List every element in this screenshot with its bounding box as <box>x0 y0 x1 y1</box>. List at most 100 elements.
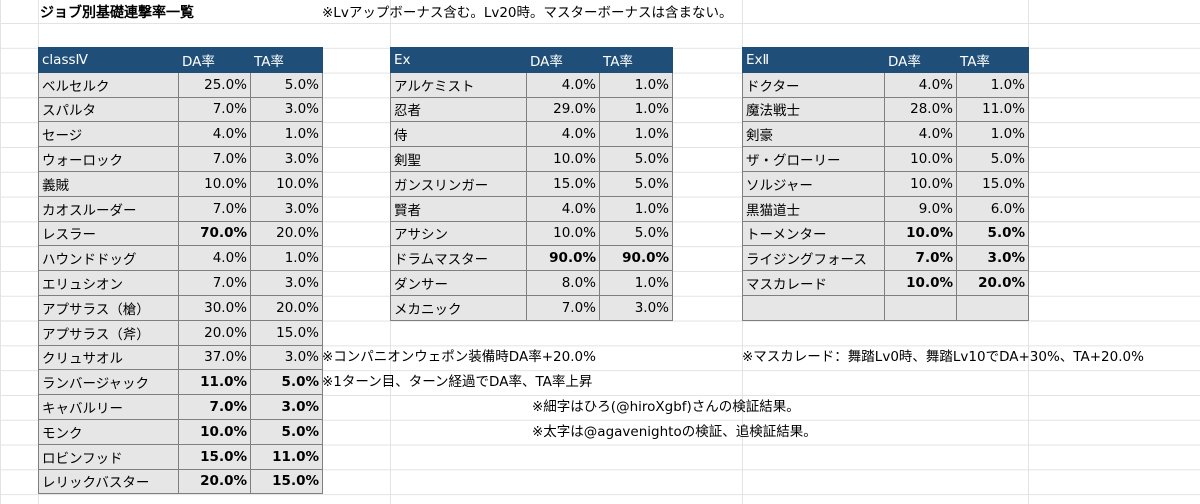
ta-rate-cell: 3.0% <box>250 146 323 172</box>
ta-rate-cell: 1.0% <box>599 121 673 148</box>
da-rate-cell: 4.0% <box>884 121 957 148</box>
da-rate-cell: 25.0% <box>178 71 251 98</box>
header-note: ※Lvアップボーナス含む。Lv20時。マスターボーナスは含まない。 <box>322 5 733 21</box>
da-rate-cell: 20.0% <box>178 468 251 495</box>
da-rate-cell: 4.0% <box>884 71 957 98</box>
table-row: ベルセルク 25.0% 5.0% <box>38 71 323 98</box>
ta-rate-cell: 11.0% <box>956 96 1029 123</box>
table-row: メカニック 7.0% 3.0% <box>390 294 673 321</box>
ta-rate-cell: 5.0% <box>599 146 673 172</box>
da-rate-cell: 10.0% <box>526 220 600 247</box>
table-row: 忍者 29.0% 1.0% <box>390 96 673 123</box>
turn-note: ※1ターン目、ターン経過でDA率、TA率上昇 <box>322 374 593 390</box>
da-rate-cell: 4.0% <box>178 121 251 148</box>
table-row: マスカレード 10.0% 20.0% <box>742 270 1029 296</box>
ta-rate-cell: 3.0% <box>250 270 323 296</box>
column-gridline <box>1028 0 1029 504</box>
da-rate-cell: 10.0% <box>884 270 957 296</box>
table-row: アサシン 10.0% 5.0% <box>390 220 673 247</box>
da-rate-cell: 20.0% <box>178 319 251 346</box>
table-row: キャバルリー 7.0% 3.0% <box>38 394 323 420</box>
ta-rate-cell: 11.0% <box>250 443 323 470</box>
ta-rate-cell: 5.0% <box>250 418 323 445</box>
ta-rate-cell: 3.0% <box>250 96 323 123</box>
table-row: 魔法戦士 28.0% 11.0% <box>742 96 1029 123</box>
ta-rate-cell: 3.0% <box>956 245 1029 272</box>
job-name-cell: ライジングフォース <box>742 245 885 272</box>
ta-rate-cell: 15.0% <box>250 319 323 346</box>
table-row: ガンスリンガー 15.0% 5.0% <box>390 170 673 197</box>
ta-rate-cell: 1.0% <box>599 96 673 123</box>
job-name-cell: キャバルリー <box>38 394 179 420</box>
ta-rate-cell: 5.0% <box>956 220 1029 247</box>
ta-rate-cell: 15.0% <box>250 468 323 495</box>
job-name-cell: クリュサオル <box>38 344 179 371</box>
job-name-cell: セージ <box>38 121 179 148</box>
table-row <box>742 294 1029 321</box>
ta-rate-cell: 5.0% <box>250 369 323 396</box>
da-rate-cell: 4.0% <box>526 195 600 222</box>
header-row: classⅣ DA率 TA率 <box>38 47 323 73</box>
companion-note: ※コンパニオンウェポン装備時DA率+20.0% <box>322 349 596 365</box>
table-row: レリックバスター 20.0% 15.0% <box>38 468 323 495</box>
da-rate-cell: 10.0% <box>884 170 957 197</box>
da-rate-cell: 7.0% <box>178 195 251 222</box>
ta-rate-cell: 3.0% <box>250 394 323 420</box>
masquerade-note: ※マスカレード：舞踏Lv0時、舞踏Lv10でDA+30%、TA+20.0% <box>742 349 1144 365</box>
job-name-cell: ウォーロック <box>38 146 179 172</box>
job-name-cell: ドラムマスター <box>390 245 527 272</box>
table-row: セージ 4.0% 1.0% <box>38 121 323 148</box>
job-name-cell: アルケミスト <box>390 71 527 98</box>
ta-rate-cell: 1.0% <box>599 71 673 98</box>
job-name-cell: ベルセルク <box>38 71 179 98</box>
ta-rate-cell: 5.0% <box>599 220 673 247</box>
table-row: 剣聖 10.0% 5.0% <box>390 146 673 172</box>
table-row: レスラー 70.0% 20.0% <box>38 220 323 247</box>
ta-rate-cell: 20.0% <box>956 270 1029 296</box>
job-name-cell: スパルタ <box>38 96 179 123</box>
table-row: ハウンドドッグ 4.0% 1.0% <box>38 245 323 272</box>
da-rate-cell <box>884 294 957 321</box>
class4-table: classⅣ DA率 TA率 ベルセルク 25.0% 5.0% スパルタ 7.0% 3.0% セー… <box>38 47 323 495</box>
ta-rate-cell <box>956 294 1029 321</box>
da-rate-cell: 29.0% <box>526 96 600 123</box>
job-name-cell: 剣豪 <box>742 121 885 148</box>
ta-rate-cell: 1.0% <box>250 245 323 272</box>
ta-rate-cell: 90.0% <box>599 245 673 272</box>
da-rate-cell: 37.0% <box>178 344 251 371</box>
da-rate-cell: 11.0% <box>178 369 251 396</box>
da-rate-cell: 4.0% <box>526 71 600 98</box>
ta-rate-cell: 3.0% <box>599 294 673 321</box>
ta-rate-cell: 20.0% <box>250 294 323 321</box>
column-header-class: classⅣ <box>38 47 179 73</box>
job-name-cell: アプサラス（斧） <box>38 319 179 346</box>
job-name-cell: カオスルーダー <box>38 195 179 222</box>
column-header-class: Ex <box>390 47 527 73</box>
job-name-cell: ランバージャック <box>38 369 179 396</box>
job-name-cell: 賢者 <box>390 195 527 222</box>
job-name-cell: レリックバスター <box>38 468 179 495</box>
job-name-cell: ダンサー <box>390 270 527 296</box>
table-row: 剣豪 4.0% 1.0% <box>742 121 1029 148</box>
ta-rate-cell: 5.0% <box>956 146 1029 172</box>
da-rate-cell: 7.0% <box>884 245 957 272</box>
ta-rate-cell: 1.0% <box>599 270 673 296</box>
ex2-table: ExⅡ DA率 TA率 ドクター 4.0% 1.0% 魔法戦士 28.0% 11.0% 剣豪 4.0… <box>742 47 1029 321</box>
da-rate-cell: 9.0% <box>884 195 957 222</box>
ta-rate-cell: 5.0% <box>250 71 323 98</box>
da-rate-cell: 7.0% <box>178 96 251 123</box>
column-header-da: DA率 <box>884 47 957 73</box>
table-row: エリュシオン 7.0% 3.0% <box>38 270 323 296</box>
ta-rate-cell: 10.0% <box>250 170 323 197</box>
table-row: ダンサー 8.0% 1.0% <box>390 270 673 296</box>
job-name-cell: 侍 <box>390 121 527 148</box>
table-row: アプサラス（斧） 20.0% 15.0% <box>38 319 323 346</box>
da-rate-cell: 90.0% <box>526 245 600 272</box>
table-row: ロビンフッド 15.0% 11.0% <box>38 443 323 470</box>
ex-table: Ex DA率 TA率 アルケミスト 4.0% 1.0% 忍者 29.0% 1.0% 侍 4.0% 1.… <box>390 47 673 321</box>
da-rate-cell: 7.0% <box>526 294 600 321</box>
table-row: モンク 10.0% 5.0% <box>38 418 323 445</box>
ta-rate-cell: 3.0% <box>250 344 323 371</box>
job-name-cell: 黒猫道士 <box>742 195 885 222</box>
table-row: トーメンター 10.0% 5.0% <box>742 220 1029 247</box>
